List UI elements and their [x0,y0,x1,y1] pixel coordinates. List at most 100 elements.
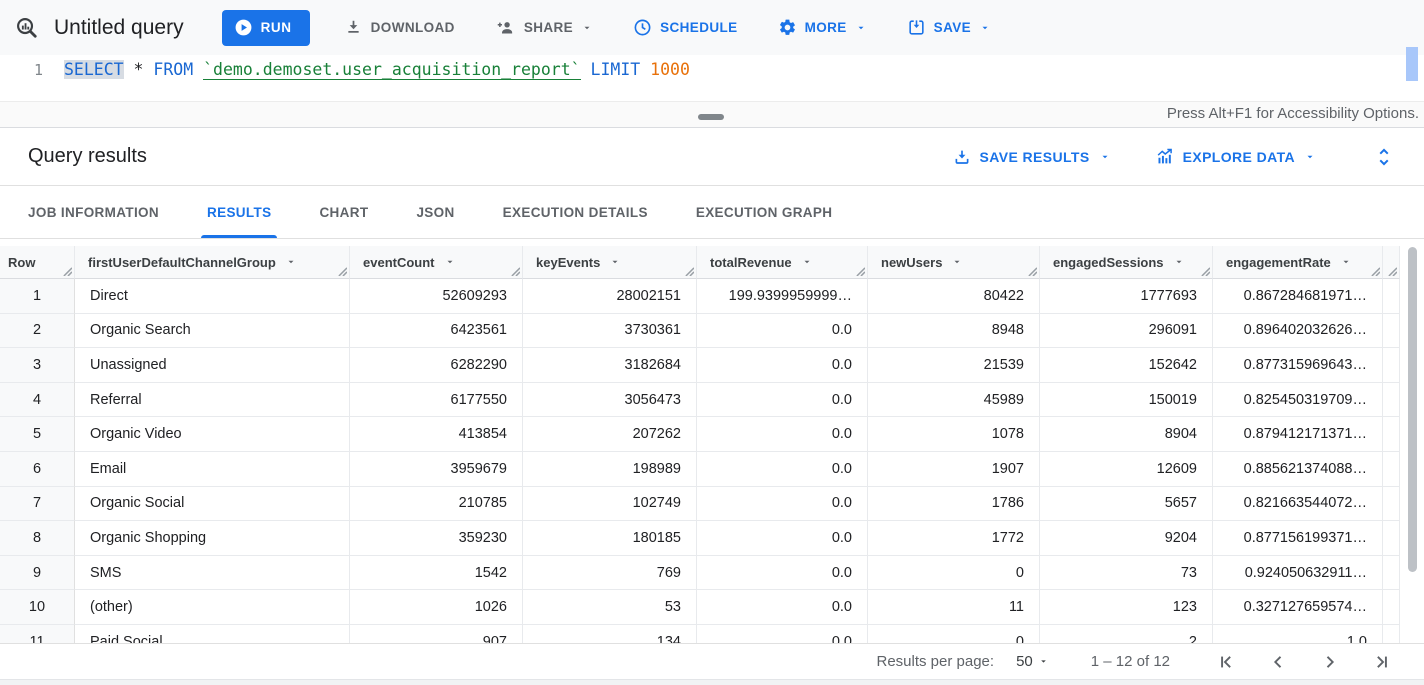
download-label: DOWNLOAD [370,20,455,35]
cell-filler [1383,382,1400,418]
cell-engagedSessions: 1777693 [1040,279,1213,314]
tab-execution-details[interactable]: EXECUTION DETAILS [502,204,648,220]
cell-firstUserDefaultChannelGroup: Organic Video [75,417,350,452]
cell-newUsers: 1078 [868,417,1040,452]
sort-caret-icon[interactable] [951,256,963,268]
tab-chart[interactable]: CHART [319,204,369,220]
column-header-eventCount[interactable]: eventCount [350,246,523,279]
column-resize-icon[interactable] [63,267,72,276]
cell-filler [1383,313,1400,349]
cell-keyEvents: 28002151 [523,279,697,314]
gear-icon [779,19,795,35]
explore-data-button[interactable]: EXPLORE DATA [1155,148,1316,166]
cell-eventCount: 907 [350,624,523,643]
cell-eventCount: 210785 [350,486,523,522]
run-button[interactable]: RUN [221,9,310,46]
cell-firstUserDefaultChannelGroup: Referral [75,382,350,418]
first-page-button[interactable] [1216,652,1236,672]
sort-caret-icon[interactable] [1173,256,1185,268]
column-resize-icon[interactable] [1028,267,1037,276]
table-area: Row firstUserDefaultChannelGroup eventCoun… [0,241,1424,643]
column-resize-icon[interactable] [511,267,520,276]
save-results-label: SAVE RESULTS [979,148,1090,165]
cell-keyEvents: 53 [523,590,697,625]
sql-token-keyword: SELECT [64,60,124,79]
tab-job-information[interactable]: JOB INFORMATION [28,204,159,220]
column-resize-icon[interactable] [338,267,347,276]
first-page-icon [1221,655,1231,668]
cell-row: 11 [0,624,75,643]
column-header-totalRevenue[interactable]: totalRevenue [697,246,868,279]
cell-keyEvents: 180185 [523,521,697,556]
save-button[interactable]: SAVE [901,10,997,46]
column-resize-icon[interactable] [1201,267,1210,276]
previous-page-button[interactable] [1268,652,1288,672]
table-row: 6 Email 3959679 198989 0.0 1907 12609 0.8856213… [0,451,1424,487]
column-resize-icon[interactable] [685,267,694,276]
column-label: Row [8,254,36,270]
cell-row: 2 [0,313,75,349]
last-page-button[interactable] [1372,652,1392,672]
cell-firstUserDefaultChannelGroup: Direct [75,279,350,314]
page-size-value: 50 [1016,653,1033,670]
splitter-handle[interactable] [698,114,724,120]
code-line[interactable]: SELECT * FROM `demo.demoset.user_acquisi… [64,55,690,101]
sort-caret-icon[interactable] [609,256,621,268]
column-header-engagedSessions[interactable]: engagedSessions [1040,246,1213,279]
more-button[interactable]: MORE [772,10,873,46]
column-resize-icon[interactable] [1371,267,1380,276]
column-header-engagementRate[interactable]: engagementRate [1213,246,1383,279]
table-row: 11 Paid Social 907 134 0.0 0 2 1.0 [0,624,1424,643]
results-title: Query results [28,145,147,167]
page-size-select[interactable]: 50 [1016,653,1049,670]
schedule-button[interactable]: SCHEDULE [627,10,743,46]
sort-caret-icon[interactable] [801,256,813,268]
column-header-firstUserDefaultChannelGroup[interactable]: firstUserDefaultChannelGroup [75,246,350,279]
cell-totalRevenue: 0.0 [697,486,868,522]
query-results-panel: Query results SAVE RESULTS [0,127,1424,685]
column-resize-icon[interactable] [1388,267,1397,276]
column-header-keyEvents[interactable]: keyEvents [523,246,697,279]
table-row: 2 Organic Search 6423561 3730361 0.0 8948 2960… [0,313,1424,349]
chevron-down-icon [858,26,864,29]
cell-newUsers: 80422 [868,279,1040,314]
expand-panel-button[interactable] [1374,145,1394,169]
column-header-row[interactable]: Row [0,246,75,279]
cell-newUsers: 1907 [868,451,1040,487]
cell-row: 1 [0,279,75,314]
tab-json[interactable]: JSON [416,204,455,220]
cell-eventCount: 6423561 [350,313,523,349]
cell-engagementRate: 0.821663544072… [1213,486,1383,522]
download-icon [347,20,359,33]
chevron-left-icon [1273,655,1282,668]
column-header-newUsers[interactable]: newUsers [868,246,1040,279]
chart-icon [1157,148,1172,163]
share-button[interactable]: SHARE [489,10,599,46]
explore-data-label: EXPLORE DATA [1182,148,1295,165]
pagination-range: 1 – 12 of 12 [1090,653,1170,670]
tab-execution-graph[interactable]: EXECUTION GRAPH [695,204,833,220]
sort-caret-icon[interactable] [285,256,297,268]
column-resize-icon[interactable] [856,267,865,276]
save-results-button[interactable]: SAVE RESULTS [953,148,1111,166]
cell-row: 4 [0,382,75,418]
next-page-button[interactable] [1320,652,1340,672]
results-header: Query results SAVE RESULTS [0,128,1424,186]
cell-eventCount: 52609293 [350,279,523,314]
cell-row: 5 [0,417,75,452]
sort-caret-icon[interactable] [1340,256,1352,268]
column-label: keyEvents [536,254,601,270]
cell-filler [1383,279,1400,314]
sql-editor[interactable]: 1 SELECT * FROM `demo.demoset.user_acqui… [0,47,1424,101]
sort-caret-icon[interactable] [444,256,456,268]
cell-newUsers: 45989 [868,382,1040,418]
last-page-icon [1377,655,1387,668]
download-button[interactable]: DOWNLOAD [338,10,461,46]
editor-scrollbar[interactable] [1406,47,1418,81]
tab-results[interactable]: RESULTS [183,186,295,238]
table-scrollbar[interactable] [1408,247,1417,572]
sql-token-plain [581,60,591,79]
unfold-icon [1379,148,1389,165]
cell-filler [1383,590,1400,625]
cell-engagedSessions: 73 [1040,555,1213,591]
